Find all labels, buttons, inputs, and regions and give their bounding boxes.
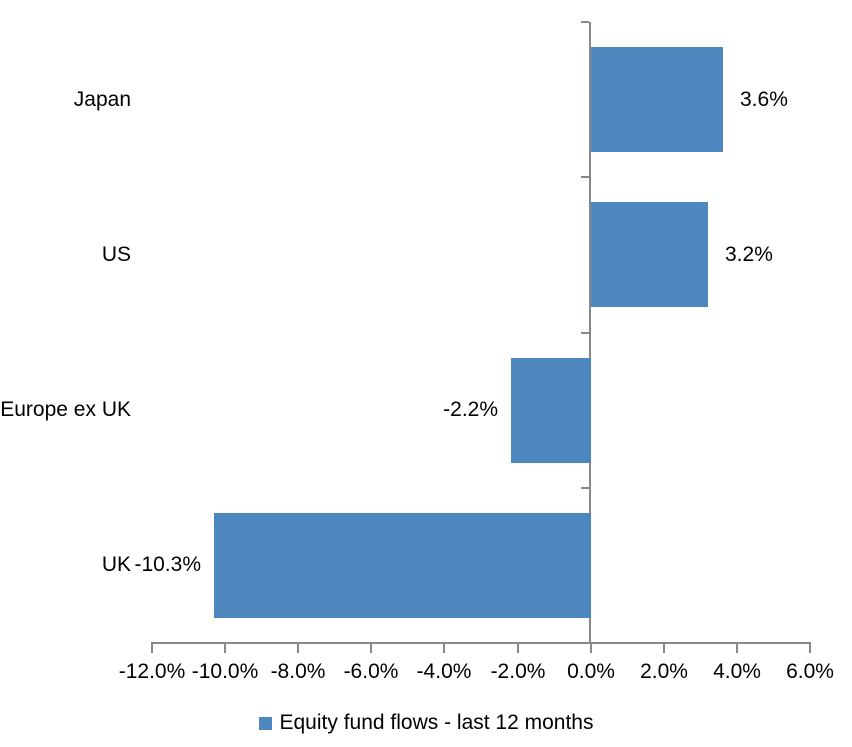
value-label: 3.2% (725, 243, 773, 266)
x-tick-label: 2.0% (640, 660, 688, 683)
x-tick (736, 644, 738, 653)
x-tick (370, 644, 372, 653)
y-axis-tick (581, 487, 589, 489)
x-tick (809, 644, 811, 653)
category-label: UK (101, 553, 131, 576)
category-label: Europe ex UK (0, 398, 131, 421)
y-axis-tick (581, 176, 589, 178)
x-tick (517, 644, 519, 653)
x-tick-label: 4.0% (713, 660, 761, 683)
x-tick (297, 644, 299, 653)
bar (214, 513, 591, 618)
legend-marker-square (258, 716, 272, 730)
category-label: US (101, 243, 131, 266)
bar (511, 358, 591, 463)
x-tick-label: -2.0% (490, 660, 546, 683)
x-tick (590, 644, 592, 653)
legend: Equity fund flows - last 12 months (0, 708, 852, 738)
bar (591, 47, 723, 152)
x-tick-label: 6.0% (786, 660, 834, 683)
category-label: Japan (73, 88, 131, 111)
value-label: 3.6% (740, 88, 788, 111)
y-axis-tick (581, 332, 589, 334)
x-axis-line (151, 642, 811, 644)
x-tick (224, 644, 226, 653)
x-tick (151, 644, 153, 653)
value-label: -2.2% (443, 398, 498, 421)
x-tick (663, 644, 665, 653)
x-tick (443, 644, 445, 653)
x-tick-label: -6.0% (343, 660, 399, 683)
y-axis-tick (581, 21, 589, 23)
value-label: -10.3% (134, 553, 201, 576)
x-tick-label: -10.0% (191, 660, 259, 683)
legend-label: Equity fund flows - last 12 months (279, 711, 594, 734)
bar (591, 202, 708, 307)
x-tick-label: 0.0% (567, 660, 615, 683)
y-axis-line (589, 22, 591, 643)
x-tick-label: -12.0% (118, 660, 186, 683)
x-tick-label: -4.0% (416, 660, 472, 683)
x-tick-label: -8.0% (270, 660, 326, 683)
